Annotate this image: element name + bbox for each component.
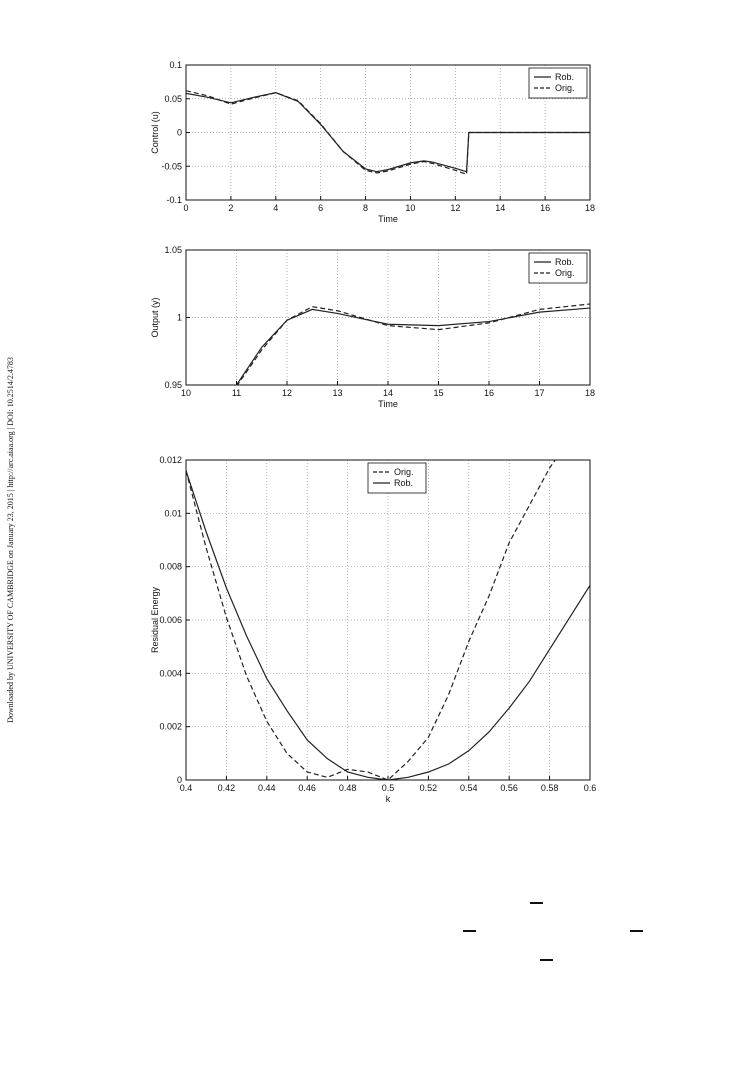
legend-box — [528, 252, 588, 284]
series-line — [186, 90, 590, 176]
x-tick-label: 0.5 — [382, 783, 395, 793]
x-tick-label: 10 — [181, 388, 191, 398]
y-tick-label: 0.1 — [169, 60, 182, 70]
legend-label: Rob. — [394, 478, 413, 488]
chart: 0 2 4 6 8 10 12 14 16 18 -0.1 -0.05 0 0.05 0.1 Time Cont… — [150, 60, 595, 224]
x-tick-label: 11 — [232, 388, 241, 398]
legend-label: Rob. — [555, 72, 574, 82]
x-tick-label: 10 — [405, 203, 415, 213]
legend: Rob.Orig. — [528, 67, 588, 99]
y-tick-label: 0.006 — [159, 615, 182, 625]
y-tick-label: 0.012 — [159, 455, 182, 465]
y-tick-label: -0.05 — [161, 161, 182, 171]
legend-box — [367, 462, 427, 494]
overline-marks — [463, 902, 643, 961]
x-tick-label: 0.4 — [180, 783, 193, 793]
series-line — [236, 303, 590, 385]
side-note: Downloaded by UNIVERSITY OF CAMBRIDGE on… — [6, 357, 15, 723]
y-axis-label: Residual Energy — [150, 586, 160, 653]
x-tick-label: 12 — [282, 388, 292, 398]
legend: Rob.Orig. — [528, 252, 588, 284]
y-tick-label: 0.95 — [164, 380, 182, 390]
y-tick-label: 0.01 — [164, 508, 182, 518]
x-tick-label: 12 — [450, 203, 460, 213]
legend: Orig.Rob. — [367, 462, 427, 494]
x-tick-label: 18 — [585, 203, 595, 213]
x-axis-label: Time — [378, 214, 398, 224]
y-tick-label: -0.1 — [166, 195, 182, 205]
legend-label: Orig. — [555, 268, 575, 278]
legend-label: Rob. — [555, 257, 574, 267]
y-tick-label: 0.004 — [159, 668, 182, 678]
x-tick-label: 17 — [534, 388, 544, 398]
chart: 0.4 0.42 0.44 0.46 0.48 0.5 0.52 0.54 0.56 0.58 0.… — [150, 455, 597, 804]
x-tick-label: 0 — [183, 203, 188, 213]
series-line — [186, 470, 590, 780]
y-tick-label: 0.002 — [159, 722, 182, 732]
x-tick-label: 0.42 — [218, 783, 236, 793]
x-tick-label: 0.44 — [258, 783, 276, 793]
x-tick-label: 15 — [433, 388, 443, 398]
x-tick-label: 0.56 — [500, 783, 518, 793]
x-tick-label: 16 — [484, 388, 494, 398]
x-tick-label: 8 — [363, 203, 368, 213]
x-tick-label: 0.46 — [298, 783, 316, 793]
x-tick-label: 14 — [495, 203, 505, 213]
y-tick-label: 0 — [177, 128, 182, 138]
x-tick-label: 18 — [585, 388, 595, 398]
x-tick-label: 13 — [332, 388, 342, 398]
x-tick-label: 0.48 — [339, 783, 357, 793]
chart: 10 11 12 13 14 15 16 17 18 0.95 1 1.05 Time Output (y… — [150, 245, 595, 409]
x-tick-label: 14 — [383, 388, 393, 398]
x-tick-label: 0.6 — [584, 783, 597, 793]
series-line — [236, 307, 590, 385]
x-axis-label: k — [386, 794, 391, 804]
x-tick-label: 4 — [273, 203, 278, 213]
y-axis-label: Output (y) — [150, 297, 160, 337]
x-tick-label: 0.58 — [541, 783, 559, 793]
y-tick-label: 1 — [177, 313, 182, 323]
y-axis-label: Control (u) — [150, 111, 160, 154]
legend-label: Orig. — [394, 467, 414, 477]
plot-frame — [185, 249, 591, 386]
x-tick-label: 16 — [540, 203, 550, 213]
y-tick-label: 0.05 — [164, 94, 182, 104]
y-tick-label: 1.05 — [164, 245, 182, 255]
x-tick-label: 6 — [318, 203, 323, 213]
x-tick-label: 0.54 — [460, 783, 478, 793]
y-tick-label: 0.008 — [159, 562, 182, 572]
x-tick-label: 0.52 — [420, 783, 438, 793]
legend-box — [528, 67, 588, 99]
y-tick-label: 0 — [177, 775, 182, 785]
x-axis-label: Time — [378, 399, 398, 409]
x-tick-label: 2 — [228, 203, 233, 213]
legend-label: Orig. — [555, 83, 575, 93]
